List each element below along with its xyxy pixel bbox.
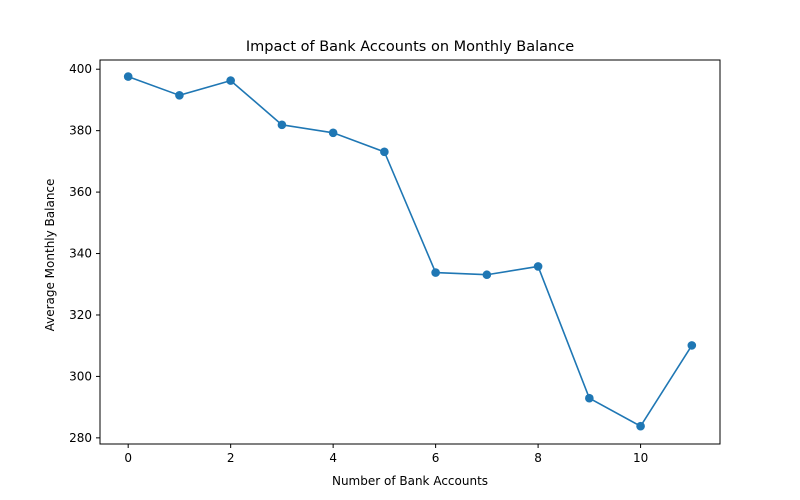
data-point bbox=[585, 393, 594, 403]
data-point bbox=[123, 72, 133, 81]
y-axis-label: Average Monthly Balance bbox=[43, 179, 57, 332]
x-tick-label: 10 bbox=[633, 451, 648, 465]
x-tick-label: 0 bbox=[124, 451, 132, 465]
x-tick-label: 6 bbox=[432, 451, 440, 465]
plot-area bbox=[99, 59, 721, 445]
data-point bbox=[226, 76, 235, 85]
x-axis-label: Number of Bank Accounts bbox=[332, 474, 488, 488]
data-point bbox=[380, 147, 389, 157]
y-tick-label: 280 bbox=[69, 431, 92, 445]
data-point bbox=[175, 91, 184, 100]
series-line bbox=[127, 75, 693, 428]
y-axis: 280 300 320 340 360 380 400 bbox=[69, 62, 100, 445]
series-layer bbox=[123, 72, 697, 431]
chart-title: Impact of Bank Accounts on Monthly Balan… bbox=[246, 39, 574, 55]
x-axis: 0 2 4 6 8 10 bbox=[124, 444, 648, 465]
data-point bbox=[533, 262, 543, 271]
x-tick-label: 2 bbox=[227, 451, 235, 465]
y-tick-label: 360 bbox=[69, 185, 92, 199]
y-tick-label: 340 bbox=[69, 247, 92, 261]
data-point bbox=[277, 120, 287, 130]
data-point bbox=[482, 270, 492, 280]
data-point bbox=[687, 341, 697, 350]
data-point bbox=[328, 128, 338, 138]
y-tick-label: 380 bbox=[69, 124, 92, 138]
y-tick-label: 320 bbox=[69, 308, 92, 322]
x-tick-label: 8 bbox=[534, 451, 542, 465]
data-point bbox=[431, 268, 440, 277]
y-tick-label: 400 bbox=[69, 62, 92, 76]
y-tick-label: 300 bbox=[69, 369, 92, 383]
data-point bbox=[636, 421, 645, 431]
x-tick-label: 4 bbox=[329, 451, 337, 465]
plot-frame bbox=[99, 59, 721, 445]
